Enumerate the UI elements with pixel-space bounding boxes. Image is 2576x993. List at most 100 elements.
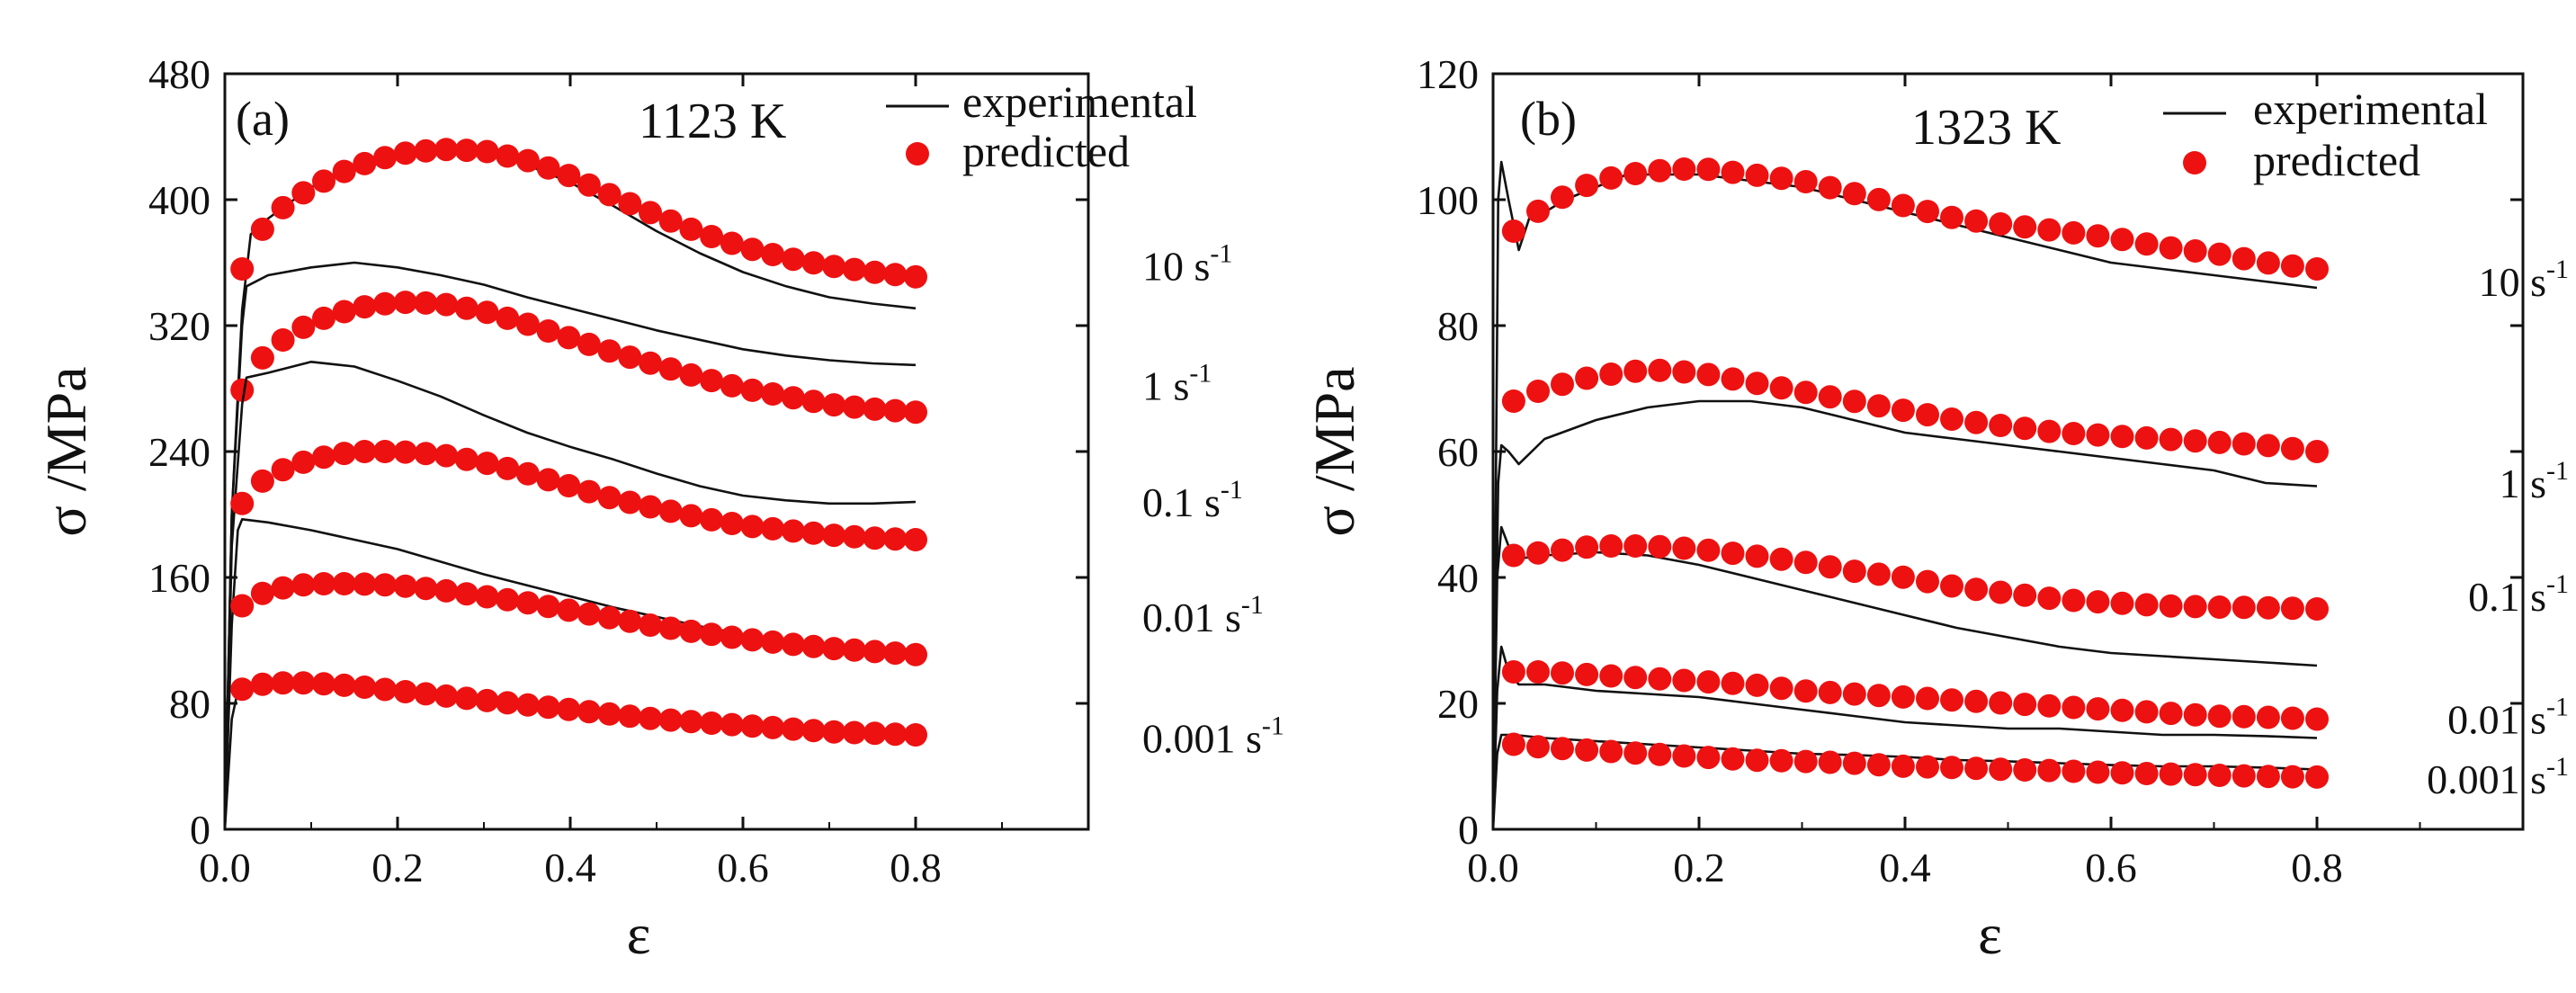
predicted-point [822, 393, 846, 417]
predicted-point [1964, 209, 1989, 233]
predicted-point [720, 625, 744, 649]
temperature-label: 1123 K [639, 94, 786, 149]
predicted-point [863, 526, 887, 550]
predicted-point [577, 602, 601, 626]
strain-rate-value: 1 s [2500, 461, 2546, 506]
predicted-point [1696, 746, 1721, 770]
predicted-point [904, 723, 927, 747]
predicted-point [2280, 765, 2304, 789]
predicted-point [454, 582, 479, 606]
predicted-point [2134, 700, 2159, 724]
predicted-point [2110, 228, 2134, 252]
predicted-point [1501, 219, 1525, 243]
predicted-point [496, 144, 520, 168]
predicted-point [2013, 758, 2037, 782]
predicted-point [2086, 590, 2110, 614]
strain-rate-value: 0.001 s [2427, 756, 2546, 802]
y-tick-label: 80 [169, 681, 210, 727]
predicted-point [679, 619, 703, 643]
predicted-point [842, 524, 866, 549]
predicted-point [1623, 359, 1648, 383]
strain-rate-exponent: -1 [2546, 255, 2569, 284]
predicted-point [1648, 158, 1672, 183]
predicted-point [1989, 580, 2013, 604]
experimental-line-1 [223, 261, 917, 830]
predicted-point [761, 243, 785, 266]
predicted-point [1964, 577, 1989, 602]
predicted-point [904, 642, 927, 666]
predicted-point [577, 479, 601, 504]
predicted-point [1501, 732, 1525, 756]
y-tick-label: 40 [1437, 555, 1479, 601]
predicted-point [2159, 427, 2183, 452]
predicted-point [2086, 697, 2110, 721]
strain-rate-label: 0.001 s-1 [1142, 711, 1284, 762]
predicted-point [271, 195, 295, 219]
predicted-point [1575, 662, 1599, 686]
predicted-point [230, 677, 255, 702]
predicted-point [639, 613, 662, 637]
predicted-point [1526, 380, 1550, 403]
predicted-point [2280, 596, 2304, 621]
predicted-point [1575, 738, 1599, 762]
predicted-point [496, 306, 520, 330]
predicted-point [312, 169, 335, 193]
strain-rate-exponent: -1 [1189, 359, 1212, 389]
predicted-point [679, 362, 703, 387]
predicted-point [434, 443, 459, 468]
y-tick-label: 100 [1417, 177, 1479, 223]
predicted-point [2013, 693, 2037, 717]
predicted-point [1916, 200, 1939, 224]
predicted-point [557, 474, 581, 497]
predicted-point [1793, 749, 1818, 774]
predicted-point [496, 587, 520, 612]
predicted-point [1769, 748, 1793, 773]
predicted-point [230, 594, 255, 618]
predicted-point [2207, 430, 2232, 454]
predicted-point [1866, 684, 1891, 708]
predicted-point [1866, 187, 1891, 211]
y-tick-label: 240 [148, 429, 210, 475]
predicted-point [1501, 543, 1525, 568]
predicted-point [2062, 220, 2086, 245]
legend-predicted-label: predicted [2253, 135, 2420, 185]
predicted-point [577, 332, 601, 356]
strain-rate-exponent: -1 [1210, 239, 1232, 269]
strain-rate-value: 0.001 s [1142, 716, 1262, 762]
predicted-point [1623, 162, 1648, 185]
predicted-point [2086, 760, 2110, 784]
predicted-point [1745, 544, 1769, 568]
predicted-point [2110, 591, 2134, 615]
predicted-point [454, 686, 479, 711]
predicted-point [761, 715, 785, 739]
predicted-point [475, 452, 499, 476]
predicted-point [2207, 764, 2232, 787]
predicted-point [904, 528, 927, 551]
predicted-point [1575, 174, 1599, 198]
predicted-point [700, 369, 724, 393]
predicted-point [761, 382, 785, 406]
predicted-point [312, 672, 335, 696]
y-tick-label: 160 [148, 555, 210, 601]
predicted-point [1989, 691, 2013, 715]
predicted-point [2183, 702, 2207, 727]
strain-rate-exponent: -1 [2546, 569, 2569, 599]
strain-rate-value: 0.1 s [1142, 479, 1221, 525]
predicted-point [230, 257, 255, 281]
predicted-point [373, 146, 397, 170]
predicted-point [2232, 432, 2256, 456]
predicted-point [393, 291, 417, 315]
predicted-point [1769, 376, 1793, 400]
predicted-point [658, 209, 683, 233]
predicted-point [434, 292, 459, 317]
predicted-point [781, 386, 805, 410]
x-tick-label: 0.4 [544, 845, 596, 890]
predicted-point [2134, 425, 2159, 450]
predicted-point [822, 523, 846, 548]
strain-rate-exponent: -1 [1221, 475, 1243, 505]
predicted-point [1551, 737, 1574, 761]
predicted-point [842, 720, 866, 745]
predicted-point [1818, 385, 1842, 409]
predicted-point [1842, 682, 1866, 706]
predicted-point [1940, 756, 1963, 780]
